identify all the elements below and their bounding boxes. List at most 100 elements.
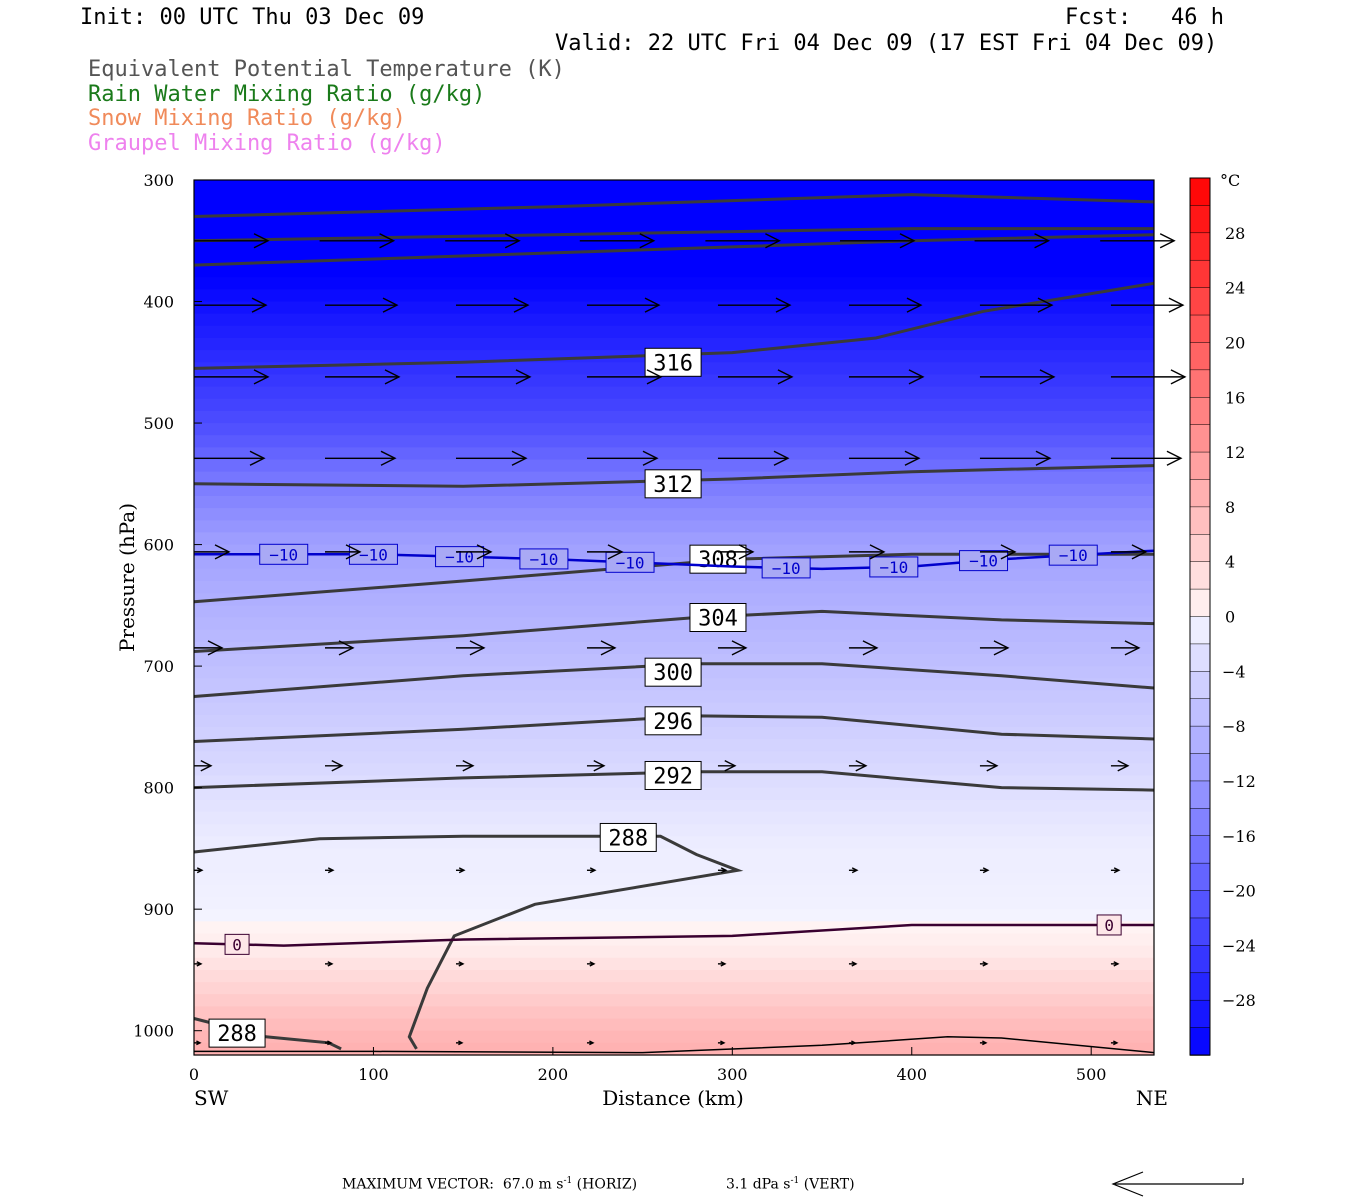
temperature-band	[194, 787, 1154, 801]
wind-vector-head	[851, 867, 859, 874]
temperature-band	[194, 641, 1154, 655]
wind-vector-head	[1035, 450, 1052, 466]
colorbar-segment	[1189, 232, 1211, 261]
wind-vector-head	[589, 961, 596, 967]
theta-e-contour	[193, 464, 1155, 488]
y-tick-label: 400	[143, 293, 174, 312]
temperature-band	[194, 799, 1154, 813]
temperature-band	[194, 605, 1154, 619]
wind-vector-head	[251, 297, 268, 313]
x-left-label: SW	[194, 1086, 229, 1110]
theta-e-label: 304	[698, 607, 738, 632]
isotherm-line	[193, 923, 1154, 947]
theta-e-contour	[193, 281, 1155, 370]
wind-vector-head	[196, 867, 204, 874]
plot-border	[193, 179, 1155, 1056]
isotherm-label: −10	[616, 553, 645, 572]
wind-vector-head	[327, 867, 335, 874]
wind-vector-head	[724, 760, 737, 772]
temperature-band	[194, 739, 1154, 752]
temperature-band	[194, 811, 1154, 825]
colorbar-segment	[1189, 369, 1211, 398]
temperature-band	[194, 568, 1154, 582]
forecast-hour: Fcst: 46 h	[1065, 5, 1224, 30]
colorbar-tick-label: 8	[1225, 498, 1235, 517]
y-tick-label: 600	[143, 536, 174, 555]
theta-e-contour	[193, 770, 1155, 792]
wind-vector-head	[515, 369, 532, 385]
temperature-band	[194, 690, 1154, 704]
temperature-band	[194, 265, 1154, 278]
isotherm-label-box	[761, 557, 811, 579]
colorbar-segment	[1189, 999, 1211, 1029]
colorbar-segment	[1189, 588, 1211, 618]
wind-vector-head	[1034, 233, 1051, 249]
isotherm-label-box	[869, 556, 919, 578]
footer-vert: 3.1 dPa s	[726, 1176, 791, 1193]
isotherm-label-box	[224, 933, 250, 955]
colorbar-tick-label: −8	[1222, 717, 1246, 736]
x-tick-label: 100	[358, 1065, 389, 1084]
temperature-field	[194, 180, 1155, 1056]
legend-graupel: Graupel Mixing Ratio (g/kg)	[88, 131, 446, 156]
theta-e-contour	[193, 193, 1155, 218]
y-tick-label: 700	[143, 657, 174, 676]
wind-vector-head	[196, 961, 203, 967]
legend-theta-e: Equivalent Potential Temperature (K)	[88, 57, 565, 82]
colorbar-segment	[1189, 616, 1211, 645]
wind-vector-head	[1168, 297, 1185, 313]
isotherm-label: −10	[359, 545, 388, 564]
theta-e-label: 292	[653, 764, 693, 789]
colorbar-segment	[1189, 835, 1211, 864]
footer-label: MAXIMUM VECTOR:	[342, 1176, 494, 1193]
footer-vector-info: MAXIMUM VECTOR: 67.0 m s-1 (HORIZ) 3.1 d…	[342, 1176, 855, 1193]
x-tick-label: 200	[538, 1065, 569, 1084]
colorbar-segment	[1189, 780, 1211, 810]
colorbar-segment	[1189, 506, 1211, 536]
wind-vector-head	[765, 233, 781, 249]
theta-e-label: 312	[653, 473, 693, 498]
wind-vector-head	[458, 961, 465, 967]
x-tick-label: 300	[717, 1065, 748, 1084]
temperature-band	[194, 325, 1154, 339]
temperature-band	[194, 921, 1154, 935]
legend-rain: Rain Water Mixing Ratio (g/kg)	[88, 82, 486, 107]
wind-vector-head	[720, 1040, 726, 1046]
colorbar-segment	[1189, 862, 1211, 892]
theta-e-contour	[193, 834, 744, 1050]
wind-vector-head	[207, 640, 224, 656]
colorbar-segment	[1189, 945, 1211, 974]
temperature-band	[194, 617, 1154, 631]
wind-vector-head	[1170, 369, 1187, 385]
colorbar-segment	[1189, 397, 1211, 426]
wind-vector-head	[1039, 369, 1056, 385]
theta-e-label: 300	[653, 661, 693, 686]
wind-vector-head	[200, 760, 213, 772]
isotherm-label-box	[1096, 914, 1122, 936]
x-tick-label: 400	[896, 1065, 927, 1084]
wind-vector-head	[458, 1040, 464, 1046]
wind-vector-head	[1037, 297, 1054, 313]
max-vector-head	[1111, 1171, 1144, 1197]
wind-vector-head	[1113, 961, 1120, 967]
wind-vector-head	[644, 297, 661, 313]
temperature-band	[194, 398, 1154, 412]
temperature-band	[194, 933, 1154, 947]
max-vector-arrow	[1111, 1171, 1244, 1197]
temperature-band	[194, 216, 1154, 230]
colorbar-segment	[1189, 561, 1211, 590]
footer-horiz-exp: -1	[563, 1176, 573, 1186]
isotherm-label: 0	[232, 935, 242, 954]
wind-vector-head	[777, 369, 794, 385]
temperature-band	[194, 520, 1154, 534]
wind-vector-head	[513, 297, 530, 313]
colorbar-segment	[1189, 1027, 1211, 1056]
wind-vector-head	[720, 867, 728, 874]
colorbar-tick-label: 4	[1225, 553, 1235, 572]
colorbar-segment	[1189, 287, 1211, 316]
wind-vector-head	[469, 640, 486, 656]
colorbar-tick-label: −24	[1222, 936, 1256, 955]
temperature-band	[194, 945, 1154, 959]
temperature-band	[194, 1030, 1154, 1044]
wind-vector-head	[327, 1040, 333, 1046]
